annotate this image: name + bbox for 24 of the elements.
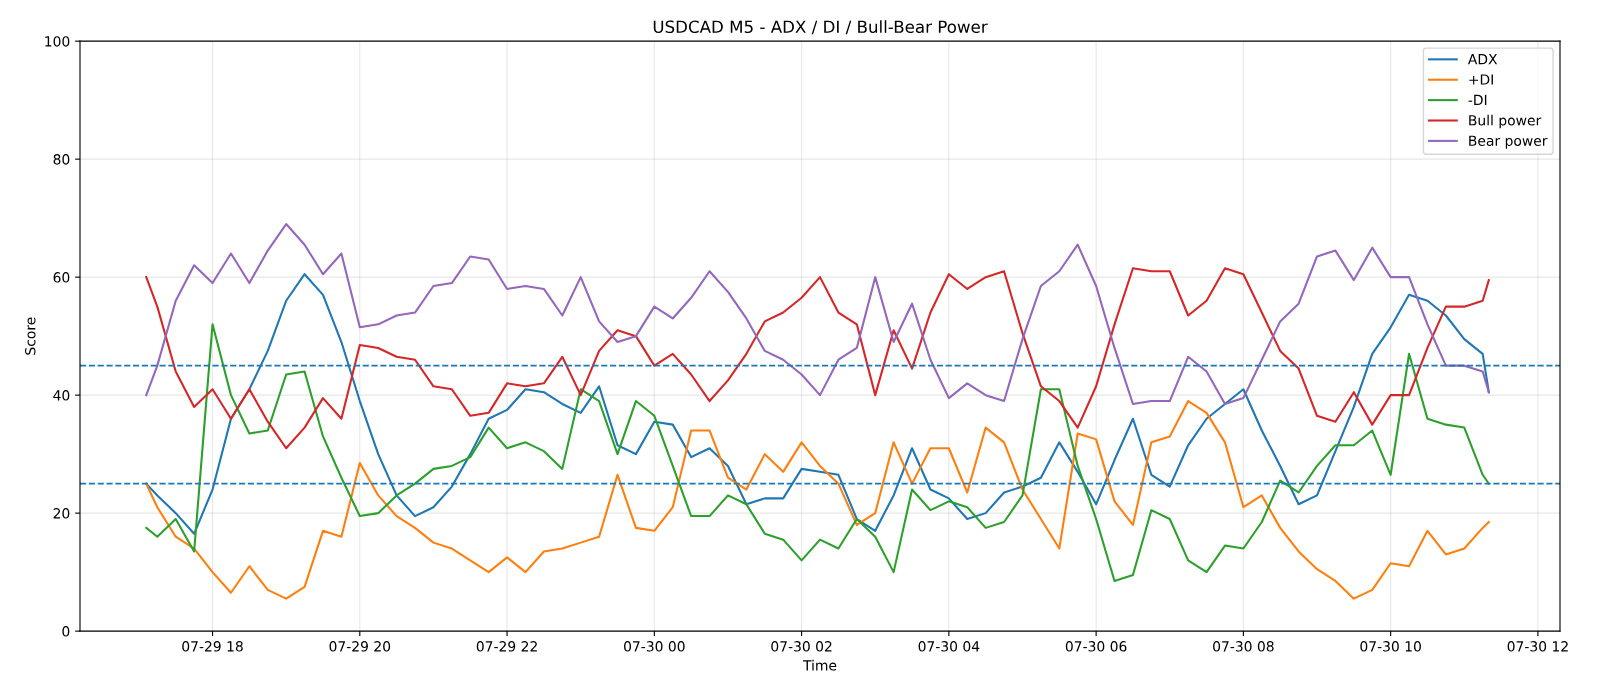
x-tick-label: 07-30 10	[1360, 641, 1421, 652]
x-tick-label: 07-30 02	[771, 641, 832, 652]
legend-label: Bull power	[1469, 114, 1542, 129]
legend-label: Bear power	[1469, 135, 1548, 149]
y-axis-title: Score	[25, 317, 36, 355]
legend-label: -DI	[1468, 94, 1487, 105]
y-tick-label: 40	[53, 390, 70, 401]
x-tick-label: 07-30 08	[1213, 641, 1274, 652]
y-tick-label: 20	[53, 508, 70, 519]
x-tick-label: 07-29 18	[182, 641, 243, 652]
x-tick-label: 07-30 12	[1507, 641, 1568, 652]
chart-title: USDCAD M5 - ADX / DI / Bull-Bear Power	[653, 20, 988, 35]
x-tick-label: 07-29 20	[329, 641, 391, 652]
y-tick-label: 100	[45, 36, 70, 47]
x-tick-label: 07-30 00	[624, 641, 685, 652]
legend-label: ADX	[1467, 54, 1498, 65]
x-tick-label: 07-30 06	[1065, 641, 1127, 652]
x-tick-label: 07-29 22	[476, 641, 537, 652]
y-tick-label: 80	[53, 154, 70, 165]
x-axis-title: Time	[802, 659, 837, 671]
y-tick-label: 60	[53, 272, 70, 283]
x-tick-label: 07-30 04	[918, 641, 980, 652]
y-tick-label: 0	[62, 626, 70, 637]
legend-label: +DI	[1469, 74, 1493, 85]
